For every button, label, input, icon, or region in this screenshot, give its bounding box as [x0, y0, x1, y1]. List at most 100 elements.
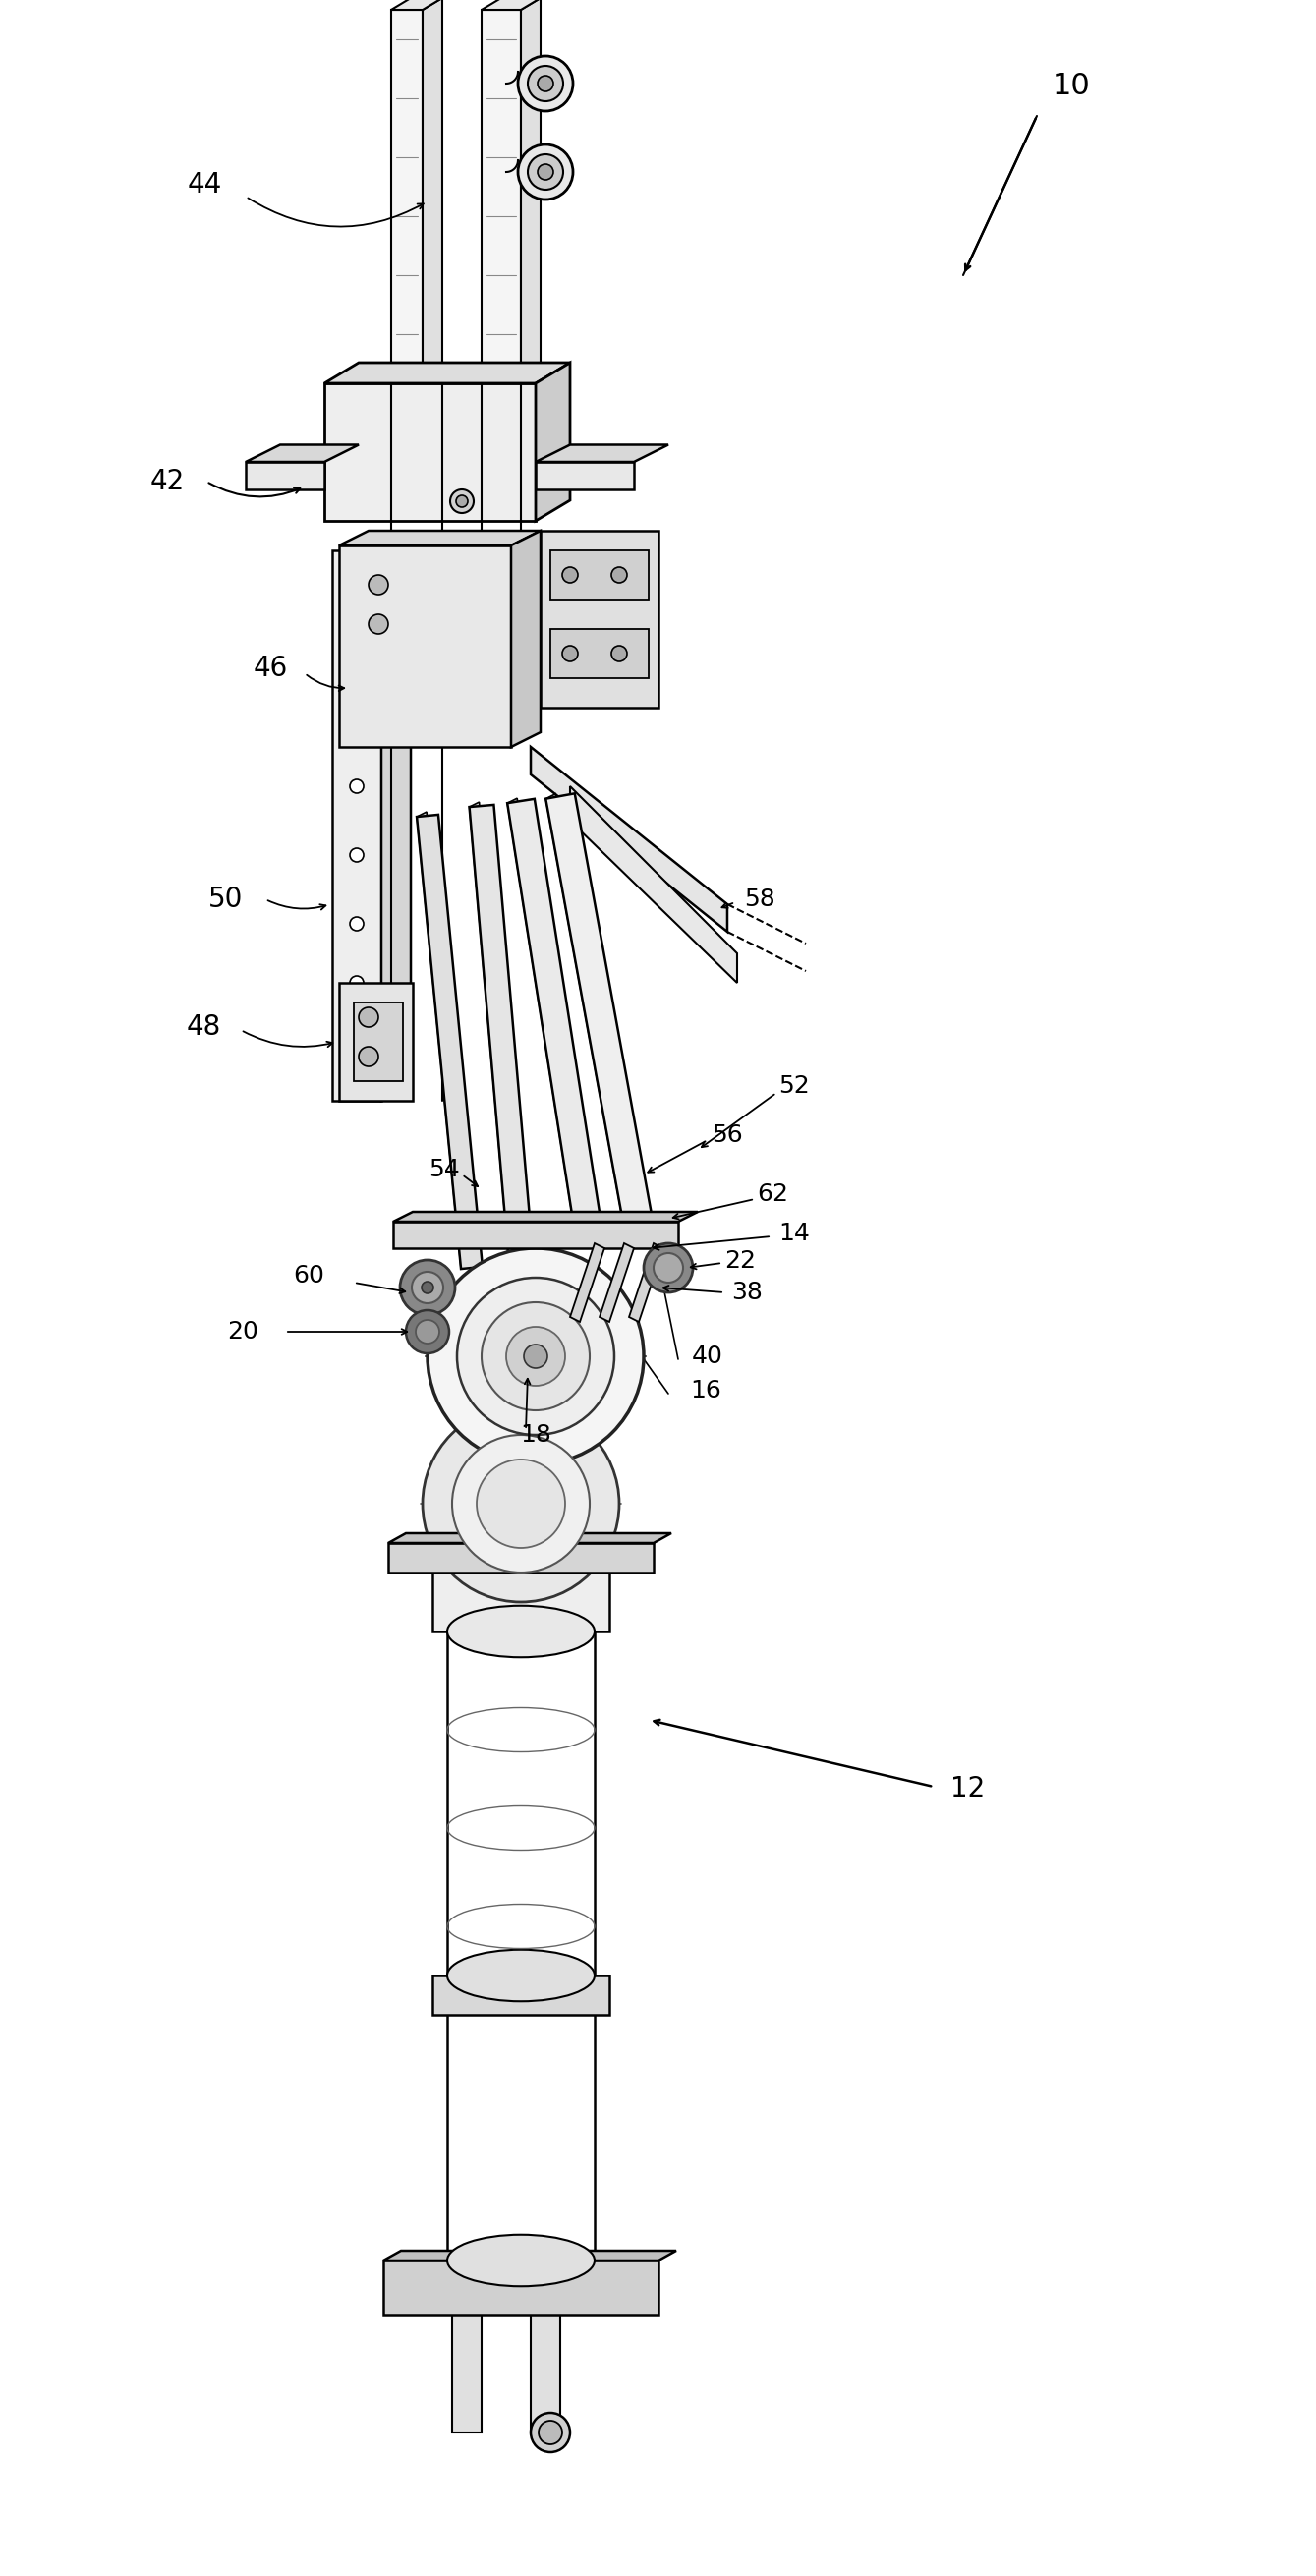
Polygon shape: [324, 363, 570, 384]
Text: 46: 46: [253, 654, 288, 683]
Polygon shape: [511, 531, 541, 747]
Circle shape: [476, 1461, 565, 1548]
Circle shape: [612, 647, 626, 662]
Text: 50: 50: [209, 886, 243, 912]
Circle shape: [359, 1007, 379, 1028]
Polygon shape: [550, 629, 649, 677]
Polygon shape: [340, 531, 541, 546]
Polygon shape: [417, 814, 483, 1270]
Polygon shape: [324, 384, 536, 520]
Polygon shape: [382, 536, 411, 1100]
Circle shape: [453, 1435, 590, 1571]
Circle shape: [528, 155, 563, 191]
Polygon shape: [600, 1244, 634, 1321]
Circle shape: [350, 976, 363, 989]
Text: 42: 42: [150, 469, 184, 495]
Circle shape: [612, 567, 626, 582]
Text: 52: 52: [779, 1074, 809, 1097]
Polygon shape: [246, 461, 324, 489]
Circle shape: [654, 1252, 683, 1283]
Circle shape: [421, 1283, 433, 1293]
Circle shape: [457, 495, 467, 507]
Circle shape: [416, 1319, 440, 1345]
Circle shape: [519, 57, 572, 111]
Circle shape: [530, 2414, 570, 2452]
Circle shape: [350, 917, 363, 930]
Polygon shape: [354, 1002, 403, 1082]
Polygon shape: [629, 1244, 663, 1321]
Text: 40: 40: [692, 1345, 724, 1368]
Polygon shape: [546, 793, 634, 1229]
Text: 48: 48: [186, 1012, 221, 1041]
Circle shape: [644, 1244, 694, 1293]
Polygon shape: [332, 551, 382, 1100]
Polygon shape: [383, 2262, 658, 2316]
Polygon shape: [470, 804, 533, 1260]
Polygon shape: [541, 531, 658, 708]
Bar: [530, 2316, 561, 2432]
Circle shape: [428, 1249, 644, 1463]
Circle shape: [507, 1327, 565, 1386]
Text: 14: 14: [779, 1221, 809, 1244]
Text: 18: 18: [520, 1422, 551, 1448]
Polygon shape: [507, 799, 603, 1242]
Polygon shape: [383, 2251, 676, 2262]
Polygon shape: [393, 1211, 697, 1221]
Circle shape: [538, 165, 553, 180]
Polygon shape: [393, 1221, 678, 1249]
Polygon shape: [246, 446, 359, 461]
Ellipse shape: [447, 1950, 595, 2002]
Polygon shape: [433, 1976, 609, 2014]
Circle shape: [562, 567, 578, 582]
Text: 56: 56: [712, 1123, 744, 1146]
Polygon shape: [391, 0, 442, 10]
Circle shape: [519, 144, 572, 198]
Polygon shape: [536, 363, 570, 520]
Polygon shape: [550, 551, 649, 600]
Text: 62: 62: [757, 1182, 788, 1206]
Circle shape: [528, 67, 563, 100]
Polygon shape: [536, 446, 669, 461]
Circle shape: [412, 1273, 443, 1303]
Polygon shape: [422, 0, 442, 492]
Polygon shape: [521, 0, 541, 492]
Text: 20: 20: [228, 1319, 258, 1345]
Polygon shape: [530, 747, 728, 933]
Text: 38: 38: [732, 1280, 762, 1303]
Polygon shape: [482, 10, 521, 492]
Polygon shape: [570, 786, 737, 984]
Polygon shape: [482, 0, 541, 10]
Text: 60: 60: [293, 1265, 324, 1288]
Text: 16: 16: [690, 1378, 721, 1401]
Circle shape: [405, 1311, 449, 1352]
Circle shape: [350, 781, 363, 793]
Circle shape: [457, 1278, 615, 1435]
Circle shape: [368, 574, 388, 595]
Circle shape: [350, 848, 363, 863]
Polygon shape: [507, 799, 586, 1242]
Text: 44: 44: [187, 170, 222, 198]
Polygon shape: [470, 801, 519, 1260]
Text: 10: 10: [1053, 72, 1091, 100]
Circle shape: [562, 647, 578, 662]
Circle shape: [359, 1046, 379, 1066]
Text: 54: 54: [429, 1157, 459, 1182]
Circle shape: [400, 1260, 455, 1314]
Circle shape: [350, 631, 363, 647]
Circle shape: [350, 1036, 363, 1048]
Polygon shape: [388, 1543, 654, 1571]
Circle shape: [368, 613, 388, 634]
Ellipse shape: [447, 2236, 595, 2287]
Polygon shape: [391, 10, 422, 492]
Text: 22: 22: [724, 1249, 755, 1273]
Polygon shape: [388, 1533, 671, 1543]
Polygon shape: [340, 984, 413, 1100]
Circle shape: [538, 2421, 562, 2445]
Ellipse shape: [447, 1605, 595, 1656]
Bar: [433, 1571, 609, 1631]
Circle shape: [350, 701, 363, 714]
Circle shape: [422, 1406, 620, 1602]
Text: 12: 12: [950, 1775, 986, 1803]
Text: 58: 58: [744, 889, 775, 912]
Polygon shape: [536, 461, 634, 489]
